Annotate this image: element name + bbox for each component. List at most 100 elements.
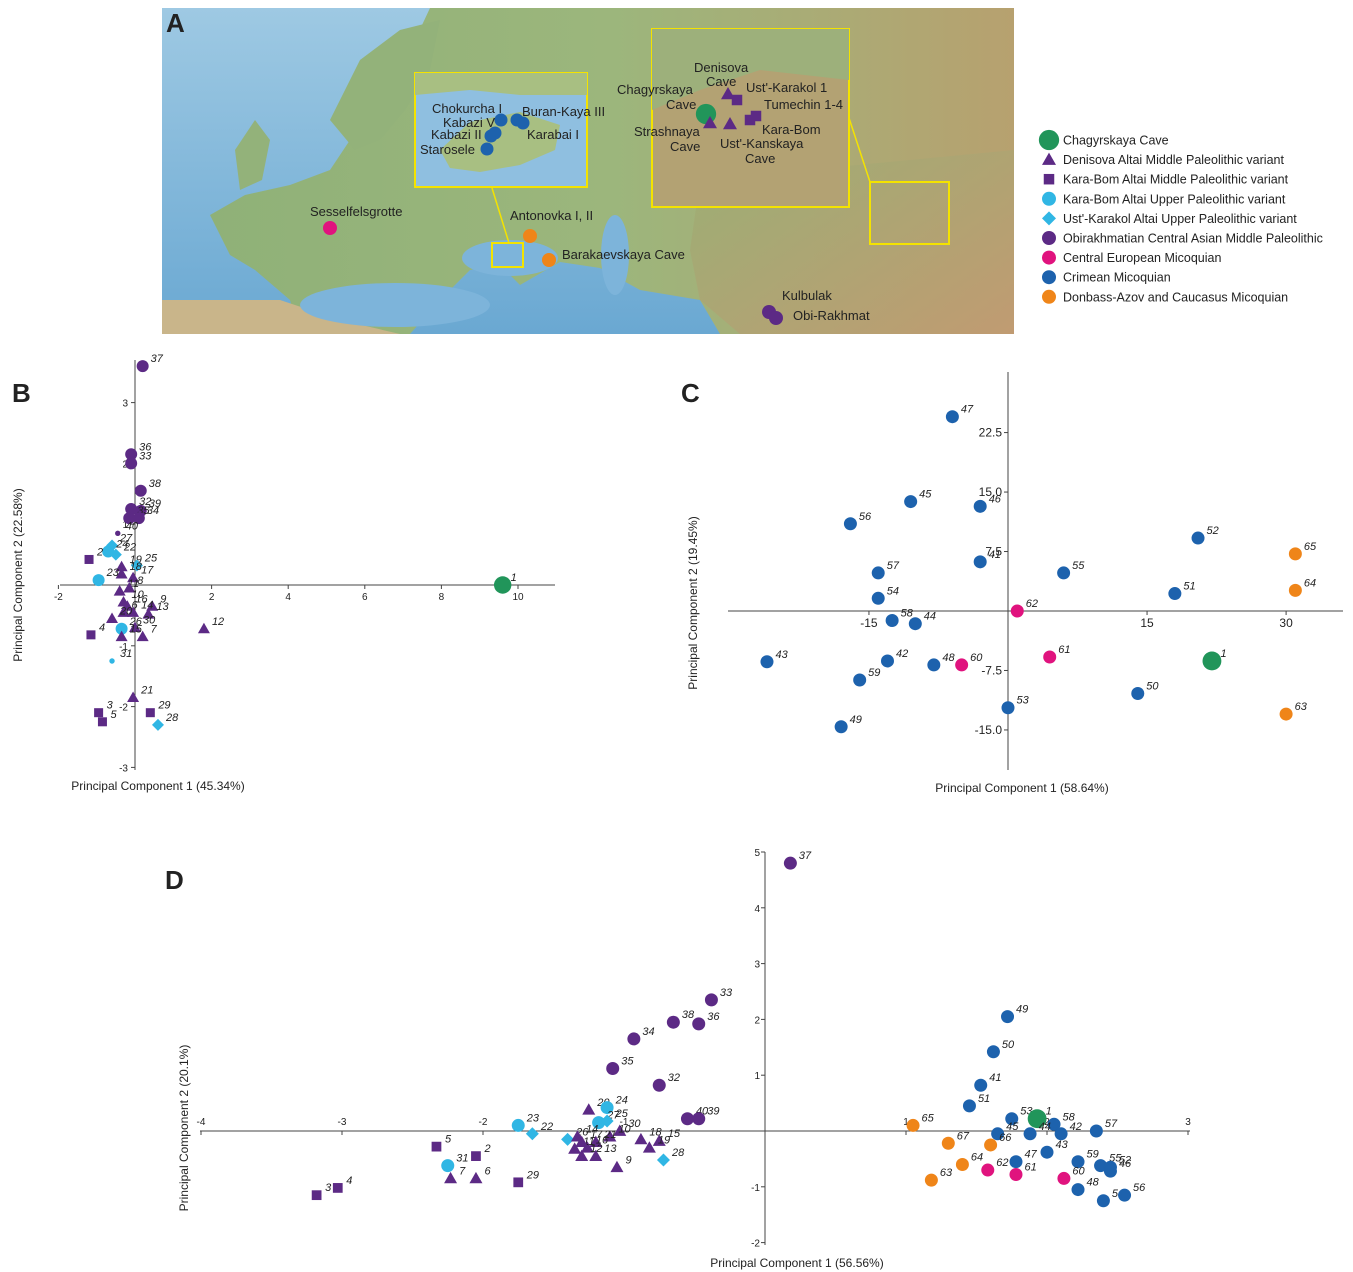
data-point-label: 15 [668, 1128, 681, 1140]
data-point [592, 1116, 606, 1130]
data-point-label: 44 [1039, 1121, 1051, 1133]
data-point-label: 62 [1026, 598, 1038, 610]
legend-label: Central European Micoquian [1063, 251, 1221, 265]
x-tick-label: 6 [362, 592, 368, 603]
x-tick-label: 10 [512, 592, 524, 603]
altai-site-label: Cave [666, 97, 696, 112]
x-tick-label: 3 [1185, 1117, 1191, 1128]
data-point [600, 1114, 614, 1128]
data-point [955, 658, 969, 672]
map-site-label: Obi-Rakhmat [793, 308, 870, 323]
altai-site-label: Chagyrskaya [617, 82, 694, 97]
data-point [127, 606, 140, 617]
x-axis-title: Principal Component 1 (56.56%) [710, 1256, 883, 1270]
altai-site-label: Tumechin 1-4 [764, 97, 843, 112]
data-point [127, 571, 140, 583]
data-point-label: 29 [526, 1169, 539, 1181]
data-point-label: 4 [346, 1175, 352, 1187]
data-point [634, 1132, 648, 1145]
data-point [1096, 1194, 1110, 1208]
legend-marker [1042, 191, 1056, 206]
data-point [127, 691, 140, 702]
data-point-label: 63 [1295, 701, 1308, 713]
crimea-site-marker [480, 142, 494, 156]
data-point-label: 42 [896, 648, 908, 660]
data-point [885, 614, 899, 628]
data-point [125, 448, 138, 461]
data-point [1131, 686, 1145, 700]
data-point-label: 52 [1119, 1154, 1131, 1166]
data-point [904, 495, 918, 509]
altai-chagyrskaya-marker [695, 103, 717, 125]
data-point-label: 56 [859, 511, 872, 523]
data-point-label: 49 [850, 714, 862, 726]
data-point-label: 31 [120, 648, 132, 660]
data-point-label: 54 [887, 585, 899, 597]
data-point [692, 1017, 706, 1031]
data-point-label: 45 [1006, 1121, 1019, 1133]
data-point [610, 1160, 624, 1173]
data-point [1027, 1109, 1047, 1129]
data-point-label: 20 [119, 605, 133, 617]
data-point-label: 1 [1220, 648, 1226, 660]
data-point [1057, 566, 1071, 580]
data-point [109, 658, 115, 664]
data-point-label: 12 [212, 616, 224, 628]
data-point-label: 8 [137, 575, 144, 587]
x-tick-label: -3 [338, 1117, 347, 1128]
data-point [582, 1103, 596, 1115]
data-point-label: 4 [99, 622, 105, 634]
panel-c-label: C [681, 378, 700, 408]
y-tick-label: 4 [754, 904, 760, 915]
data-point [1010, 604, 1024, 618]
data-point [627, 1032, 641, 1046]
data-point [843, 517, 857, 531]
altai-strashnaya-marker [703, 116, 717, 129]
data-point-label: 58 [901, 608, 914, 620]
data-point [991, 1127, 1005, 1141]
x-axis-title: Principal Component 1 (45.34%) [71, 779, 244, 793]
map-site-marker [323, 221, 337, 235]
data-point-label: 38 [149, 478, 162, 490]
map-site-label: Sesselfelsgrotte [310, 204, 403, 219]
x-tick-label: -15 [860, 616, 878, 630]
data-point-label: 29 [157, 700, 170, 712]
y-tick-label: -1 [119, 642, 128, 653]
x-tick-label: 4 [285, 592, 291, 603]
data-point [1047, 1117, 1061, 1131]
crimea-site-marker [516, 116, 530, 130]
altai-ustkanskaya-marker [723, 117, 737, 130]
data-point [123, 512, 136, 525]
data-point [962, 1099, 976, 1113]
data-point [1288, 583, 1302, 597]
data-point [1023, 1127, 1037, 1141]
legend-label: Donbass-Azov and Caucasus Micoquian [1063, 290, 1288, 304]
data-point [927, 658, 941, 672]
data-point [106, 612, 119, 623]
data-point [92, 574, 105, 587]
data-point-label: 16 [135, 593, 148, 605]
altai-site-label: Cave [670, 139, 700, 154]
data-point-label: 31 [456, 1153, 468, 1165]
data-point-label: 47 [1024, 1149, 1037, 1161]
data-point-label: 33 [139, 450, 152, 462]
data-point-label: 35 [621, 1056, 634, 1068]
data-point-label: 59 [1087, 1149, 1099, 1161]
data-point [666, 1015, 680, 1029]
x-tick-label: 15 [1140, 616, 1154, 630]
data-point [981, 1163, 995, 1177]
data-point [561, 1132, 575, 1146]
y-axis-title: Principal Component 2 (22.58%) [11, 488, 25, 661]
data-point [692, 1112, 706, 1126]
data-point [1005, 1112, 1019, 1126]
legend-label: Crimean Micoquian [1063, 271, 1171, 285]
data-point [117, 606, 130, 617]
data-point [109, 548, 122, 561]
legend-marker [1043, 173, 1055, 185]
altai-ustkarakol-marker [731, 94, 743, 106]
y-tick-label: 1 [122, 520, 128, 531]
panel-a-map: A Sesselfelsgrotte Antonovka I, II Barakae… [162, 8, 1014, 334]
y-tick-label: 5 [754, 848, 760, 859]
